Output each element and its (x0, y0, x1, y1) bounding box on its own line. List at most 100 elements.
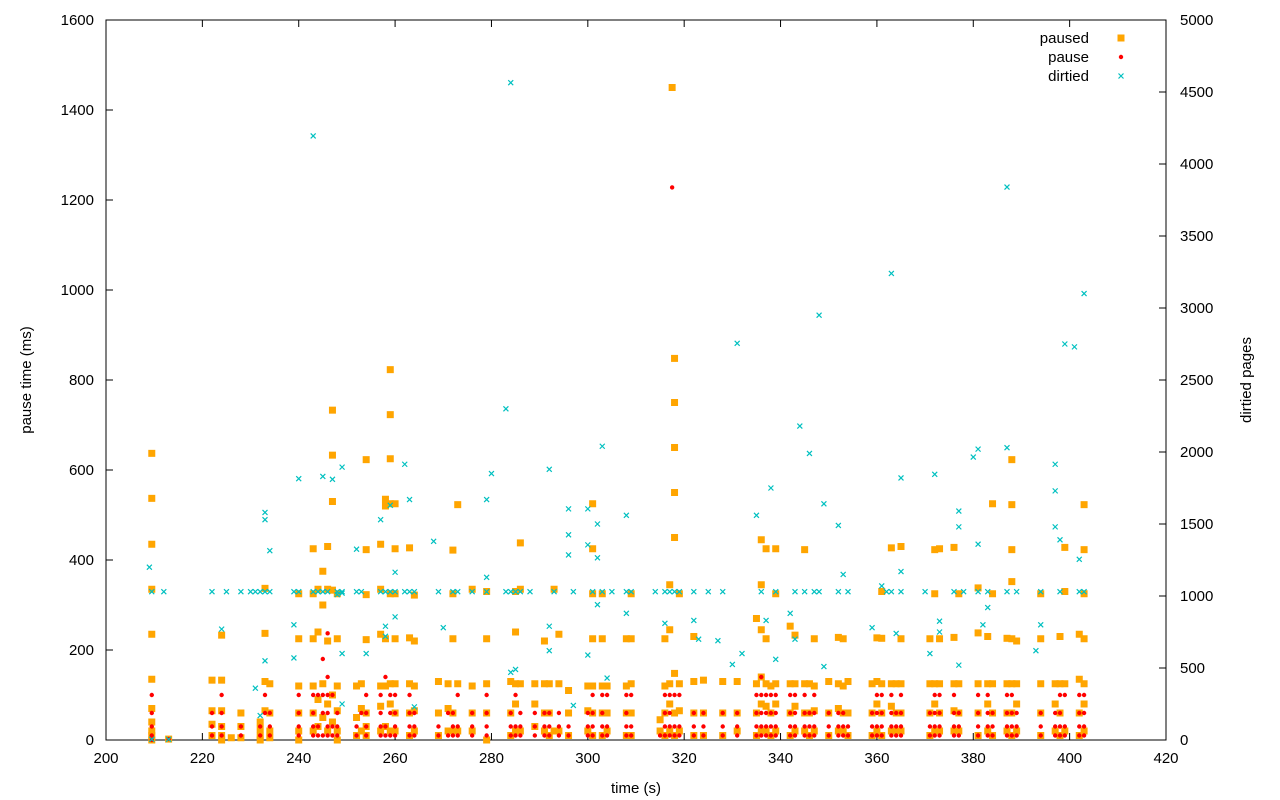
data-point-paused (1003, 680, 1011, 688)
data-point-pause (590, 692, 595, 698)
data-point-pause (937, 724, 942, 729)
data-point-pause (1052, 733, 1058, 738)
data-point-paused (1061, 588, 1069, 595)
data-point-paused (319, 601, 327, 609)
data-point-dirtied (652, 588, 659, 595)
data-point-paused (319, 567, 327, 575)
series-pause (149, 185, 1087, 743)
data-point-paused (598, 682, 606, 690)
data-point-paused (449, 546, 457, 554)
data-point-dirtied (358, 588, 365, 595)
data-point-paused (598, 635, 606, 643)
data-point-pause (518, 710, 523, 716)
data-point-pause (1062, 724, 1068, 729)
data-point-dirtied (401, 588, 408, 595)
data-point-pause (1057, 733, 1063, 738)
data-point-paused (324, 700, 332, 708)
data-point-dirtied (546, 647, 553, 654)
data-point-paused (984, 700, 992, 708)
data-point-paused (762, 635, 770, 643)
data-point-pause (392, 724, 398, 729)
data-point-paused (666, 700, 674, 708)
data-point-paused (208, 720, 216, 728)
data-point-paused (931, 700, 939, 708)
data-point-pause (1057, 710, 1063, 716)
data-point-pause (310, 733, 316, 738)
data-point-pause (257, 724, 263, 729)
data-point-dirtied (922, 588, 929, 595)
data-point-dirtied (584, 652, 591, 658)
data-point-paused (1080, 590, 1088, 598)
data-point-pause (407, 724, 412, 729)
data-point-pause (691, 724, 697, 729)
data-point-dirtied (262, 657, 268, 664)
data-point-paused (381, 502, 389, 510)
data-point-pause (812, 733, 817, 738)
data-point-paused (791, 680, 799, 688)
x-axis: 200 220 240 260 280 300 320 340 360 380 400 420 (93, 20, 1179, 767)
data-point-pause (624, 710, 629, 716)
data-point-paused (410, 682, 418, 690)
data-point-pause (836, 733, 841, 738)
data-point-pause (759, 692, 764, 698)
data-point-dirtied (820, 663, 827, 670)
data-point-pause (315, 733, 321, 738)
data-point-dirtied (1037, 588, 1044, 595)
data-point-paused (757, 581, 765, 589)
data-point-paused (1013, 727, 1021, 735)
data-point-pause (1081, 733, 1087, 738)
data-point-dirtied (594, 601, 601, 608)
data-point-pause (759, 710, 764, 716)
data-point-paused (324, 727, 332, 735)
data-point-paused (834, 705, 842, 712)
data-point-paused (752, 680, 760, 688)
data-point-paused (627, 680, 635, 688)
data-point-pause (1077, 733, 1082, 738)
data-point-paused (550, 585, 558, 593)
data-point-dirtied (469, 588, 476, 595)
data-point-pause (335, 724, 340, 729)
data-point-paused (873, 678, 881, 685)
data-point-dirtied (835, 588, 842, 595)
data-point-dirtied (1057, 588, 1063, 595)
data-point-paused (1008, 456, 1016, 464)
data-point-pause (484, 692, 489, 698)
x-tick-label: 320 (672, 750, 697, 767)
legend-marker-dirtied (1118, 73, 1124, 79)
data-point-dirtied (319, 588, 326, 595)
data-point-dirtied (705, 588, 712, 595)
data-point-pause (354, 724, 359, 729)
data-point-dirtied (979, 621, 986, 628)
data-point-dirtied (392, 613, 399, 620)
data-point-paused (762, 545, 770, 553)
data-point-pause (812, 692, 817, 698)
data-point-dirtied (845, 588, 851, 595)
data-point-dirtied (353, 588, 360, 595)
data-point-pause (320, 656, 326, 662)
data-point-paused (266, 680, 274, 688)
data-point-dirtied (406, 588, 413, 595)
data-point-paused (661, 635, 669, 643)
data-point-pause (1009, 733, 1015, 738)
data-point-paused (328, 586, 336, 594)
data-point-paused (757, 626, 765, 634)
data-point-dirtied (758, 588, 765, 595)
data-point-dirtied (262, 588, 268, 595)
data-point-pause (1038, 724, 1043, 729)
data-point-paused (333, 707, 341, 715)
data-point-paused (483, 736, 491, 744)
data-point-paused (873, 700, 881, 708)
data-point-paused (256, 725, 264, 733)
data-point-dirtied (1081, 290, 1088, 297)
data-point-pause (532, 724, 538, 729)
data-point-paused (218, 707, 226, 715)
data-point-paused (362, 456, 370, 464)
data-point-paused (148, 705, 156, 712)
data-point-pause (787, 692, 793, 698)
data-point-pause (436, 724, 441, 729)
data-point-pause (879, 710, 884, 716)
data-point-paused (319, 714, 327, 721)
y-tick-label: 400 (69, 552, 94, 569)
data-point-pause (330, 724, 335, 729)
